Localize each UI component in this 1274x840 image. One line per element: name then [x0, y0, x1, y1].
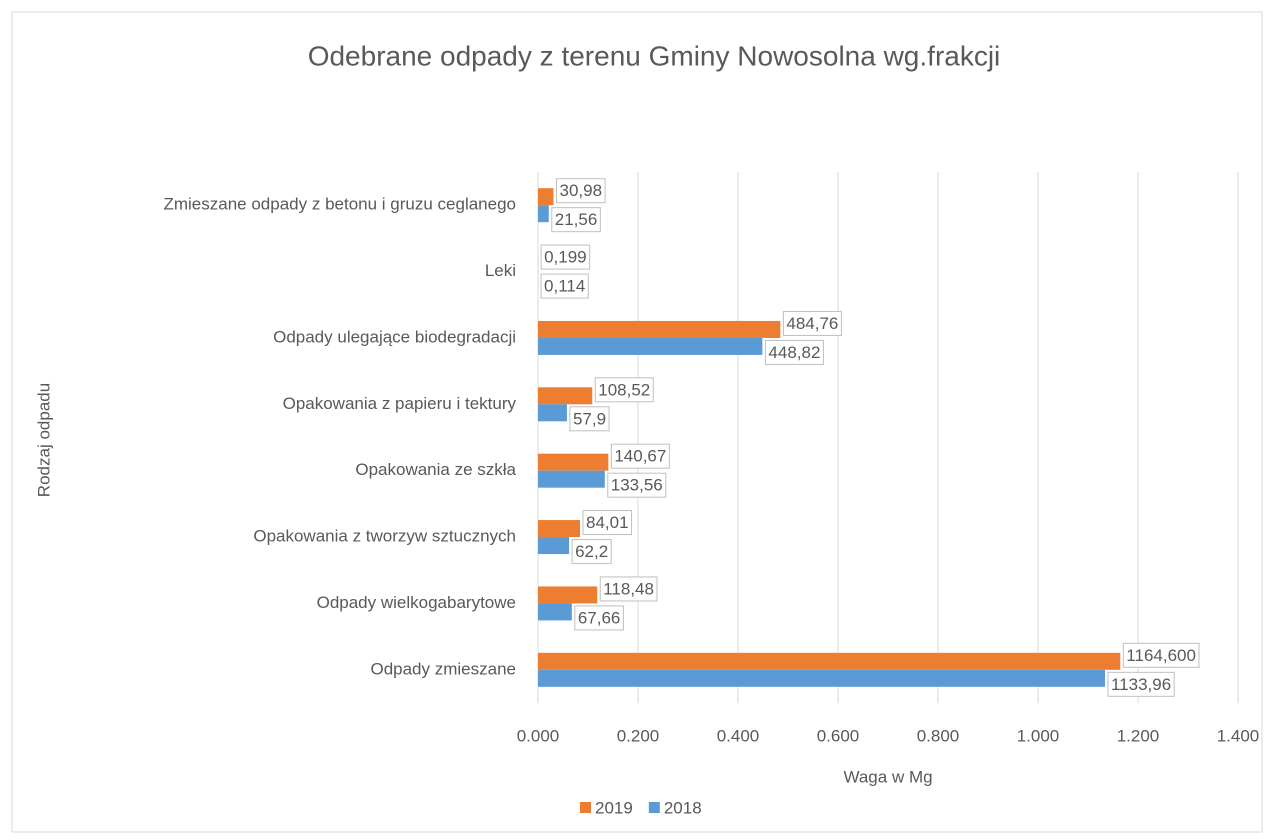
data-label-box [764, 339, 824, 365]
x-tick-label: 0.400 [717, 726, 760, 745]
data-label: 67,66 [578, 608, 621, 627]
bar [538, 603, 572, 621]
bar [538, 205, 549, 223]
chart-title: Odebrane odpady z terenu Gminy Nowosolna… [308, 40, 1001, 71]
data-label: 448,82 [768, 343, 820, 362]
legend-swatch [580, 802, 591, 813]
bar [538, 520, 581, 538]
bar [538, 669, 1105, 687]
data-label: 0,114 [544, 277, 585, 296]
data-label: 1164,600 [1126, 646, 1196, 665]
bar [538, 188, 554, 206]
data-label-box [555, 178, 606, 204]
data-label-box [594, 377, 654, 403]
data-label: 140,67 [614, 447, 666, 466]
data-label: 57,9 [573, 409, 606, 428]
x-axis-label: Waga w Mg [843, 767, 932, 786]
x-tick-label: 0.600 [817, 726, 860, 745]
bar [538, 586, 598, 604]
y-tick-label: Zmieszane odpady z betonu i gruzu ceglan… [163, 195, 516, 214]
bar [538, 404, 567, 422]
data-label-box [1122, 642, 1200, 668]
chart-frame [11, 11, 1263, 833]
data-label-box [610, 443, 670, 469]
x-tick-label: 0.200 [617, 726, 660, 745]
bar [538, 337, 763, 355]
data-label-box [607, 472, 667, 498]
y-tick-label: Odpady zmieszane [370, 659, 516, 678]
data-label: 30,98 [559, 181, 602, 200]
bar [538, 453, 609, 471]
bar [538, 652, 1121, 670]
data-label-box [571, 539, 612, 565]
bar [538, 470, 605, 488]
data-label-box [569, 406, 610, 432]
legend-swatch [648, 802, 660, 813]
y-tick-label: Leki [485, 261, 516, 280]
data-label: 84,01 [586, 513, 629, 532]
data-label-box [540, 273, 589, 299]
data-label: 118,48 [603, 579, 654, 598]
y-tick-label: Opakowania z papieru i tektury [283, 394, 517, 413]
data-label-box [599, 576, 658, 602]
data-label: 108,52 [598, 380, 650, 399]
data-label-box [540, 244, 591, 270]
data-label: 1133,96 [1111, 675, 1171, 694]
y-axis-label: Rodzaj odpadu [34, 383, 53, 497]
legend-label: 2018 [664, 798, 702, 817]
bar [538, 320, 781, 338]
y-tick-label: Odpady wielkogabarytowe [317, 593, 516, 612]
data-label: 133,56 [611, 476, 663, 495]
x-tick-label: 1.400 [1217, 726, 1260, 745]
data-label-box [574, 605, 624, 631]
x-tick-label: 0.000 [517, 726, 560, 745]
data-label-box [551, 207, 601, 233]
legend-label: 2019 [595, 798, 633, 817]
data-label-box [582, 510, 633, 536]
data-label: 484,76 [786, 314, 838, 333]
data-label: 21,56 [555, 210, 598, 229]
data-label-box [782, 310, 842, 336]
bar [538, 387, 593, 405]
x-tick-label: 1.000 [1017, 726, 1060, 745]
y-tick-label: Odpady ulegające biodegradacji [273, 327, 516, 346]
y-tick-label: Opakowania z tworzyw sztucznych [253, 527, 516, 546]
y-tick-label: Opakowania ze szkła [355, 460, 516, 479]
bar [538, 537, 570, 555]
x-tick-label: 1.200 [1117, 726, 1160, 745]
x-tick-label: 0.800 [917, 726, 960, 745]
data-label: 0,199 [544, 248, 587, 267]
data-label: 62,2 [575, 542, 608, 561]
data-label-box [1107, 671, 1175, 697]
